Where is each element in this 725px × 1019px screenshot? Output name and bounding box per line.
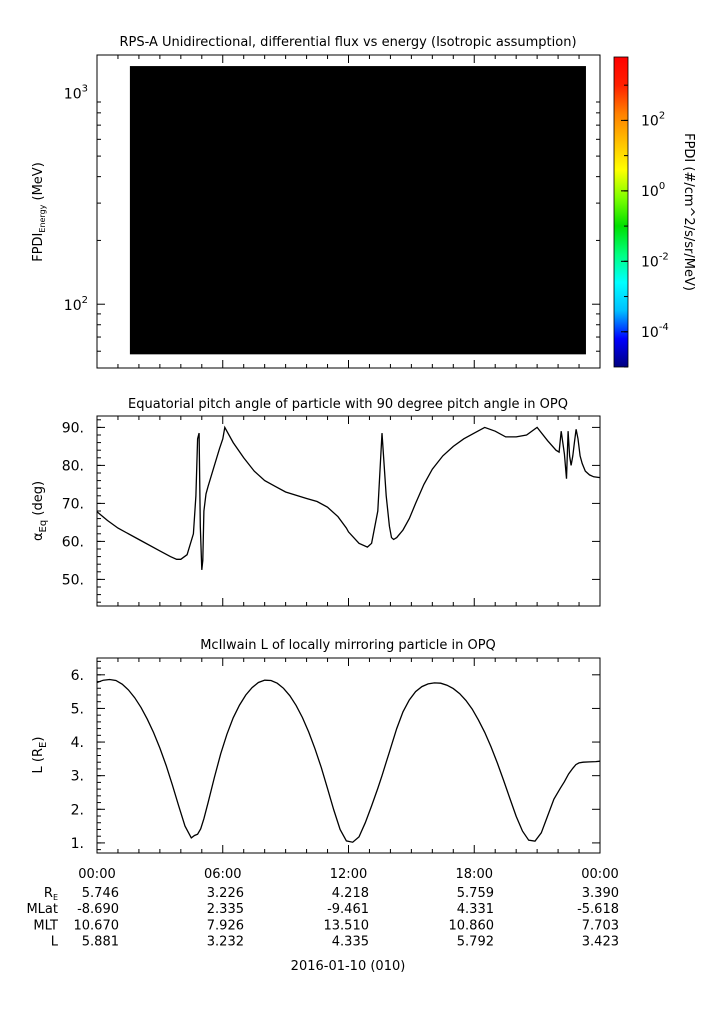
ephemeris-value: 4.218	[332, 886, 369, 901]
time-tick-label: 00:00	[581, 867, 618, 882]
colorbar-tick-label: 10-2	[641, 251, 669, 270]
pitch-angle-ylabel: αEq (deg)	[31, 481, 49, 541]
ephemeris-value: -8.690	[77, 902, 119, 917]
ephemeris-value: 4.331	[457, 902, 494, 917]
colorbar-label: FPDI (#/cm^2/s/sr/MeV)	[681, 133, 696, 291]
ephemeris-table: RE 5.746 3.226 4.218 5.759 3.390 MLat -8.690 2.3…	[26, 886, 619, 950]
mcilwain-l-ticks: 1. 2. 3. 4. 5. 6.	[71, 660, 600, 852]
ephemeris-value: 5.881	[82, 935, 119, 950]
colorbar-tick-label: 100	[641, 181, 665, 200]
ephemeris-value: 3.423	[582, 935, 619, 950]
spectrogram-title: RPS-A Unidirectional, differential flux …	[119, 35, 576, 50]
pitch-angle-y-tick-label: 90.	[62, 420, 84, 436]
mcilwain-l-y-tick-label: 4.	[71, 735, 84, 751]
spectrogram-ticks: 102 103	[64, 83, 600, 369]
mcilwain-l-series-line	[96, 678, 601, 843]
spectrogram-time-ticks	[96, 55, 601, 368]
spectrogram-ylabel: FPDIEnergy (MeV)	[31, 162, 47, 262]
mcilwain-l-ylabel: L (RE)	[31, 737, 49, 774]
ephemeris-value: 5.792	[457, 935, 494, 950]
mcilwain-l-title: McIlwain L of locally mirroring particle…	[200, 638, 496, 653]
ephemeris-value: 7.926	[207, 918, 244, 933]
colorbar-ticks: 10-4 10-2 100 102	[621, 84, 669, 368]
ephemeris-value: 5.759	[457, 886, 494, 901]
ephemeris-value: 3.390	[582, 886, 619, 901]
colorbar-tick-label: 10-4	[641, 322, 669, 341]
ephemeris-value: 3.226	[207, 886, 244, 901]
pitch-angle-title: Equatorial pitch angle of particle with …	[128, 397, 568, 412]
mcilwain-l-time-ticks	[96, 658, 601, 853]
ephemeris-value: -9.461	[327, 902, 369, 917]
date-label: 2016-01-10 (010)	[291, 959, 406, 974]
ephemeris-value: 3.232	[207, 935, 244, 950]
pitch-angle-y-tick-label: 50.	[62, 572, 84, 588]
pitch-angle-series-line	[96, 425, 601, 570]
ephemeris-value: -5.618	[577, 902, 619, 917]
mcilwain-l-panel: McIlwain L of locally mirroring particle…	[31, 638, 601, 854]
time-tick-label: 00:00	[78, 867, 115, 882]
ephemeris-value: 5.746	[82, 886, 119, 901]
ephemeris-row-label: RE	[44, 886, 58, 902]
pitch-angle-frame	[96, 415, 601, 607]
time-tick-label: 06:00	[204, 867, 241, 882]
ephemeris-row-label: MLat	[26, 902, 58, 917]
spectrogram-y-tick-label: 102	[64, 295, 88, 314]
mcilwain-l-y-tick-label: 1.	[71, 836, 84, 852]
pitch-angle-time-ticks	[96, 416, 601, 606]
spectrogram-data-region	[129, 66, 586, 355]
colorbar-gradient	[614, 57, 628, 367]
pitch-angle-ticks: 50. 60. 70. 80. 90.	[62, 419, 600, 603]
spectrogram-y-tick-label: 103	[64, 83, 88, 102]
colorbar: 10-4 10-2 100 102 FPDI (#/cm^2/s/sr/MeV)	[613, 56, 696, 368]
mcilwain-l-y-tick-label: 5.	[71, 701, 84, 717]
ephemeris-value: 4.335	[332, 935, 369, 950]
pitch-angle-y-tick-label: 70.	[62, 496, 84, 512]
time-tick-label: 12:00	[330, 867, 367, 882]
mcilwain-l-y-tick-label: 3.	[71, 769, 84, 785]
mcilwain-l-frame	[96, 657, 601, 854]
ephemeris-row-label: MLT	[33, 918, 58, 933]
pitch-angle-y-tick-label: 60.	[62, 534, 84, 550]
ephemeris-value: 10.860	[449, 918, 495, 933]
time-tick-label: 18:00	[456, 867, 493, 882]
time-tick-labels: 00:00 06:00 12:00 18:00 00:00	[78, 867, 618, 882]
ephemeris-value: 2.335	[207, 902, 244, 917]
pitch-angle-panel: Equatorial pitch angle of particle with …	[31, 397, 601, 607]
ephemeris-value: 7.703	[582, 918, 619, 933]
ephemeris-row-label: L	[51, 935, 59, 950]
spectrogram-panel: RPS-A Unidirectional, differential flux …	[31, 35, 601, 369]
ephemeris-value: 13.510	[324, 918, 370, 933]
mcilwain-l-y-tick-label: 6.	[71, 668, 84, 684]
pitch-angle-y-tick-label: 80.	[62, 458, 84, 474]
colorbar-tick-label: 102	[641, 110, 665, 129]
ephemeris-value: 10.670	[74, 918, 120, 933]
mcilwain-l-y-tick-label: 2.	[71, 802, 84, 818]
colorbar-frame	[613, 56, 629, 368]
